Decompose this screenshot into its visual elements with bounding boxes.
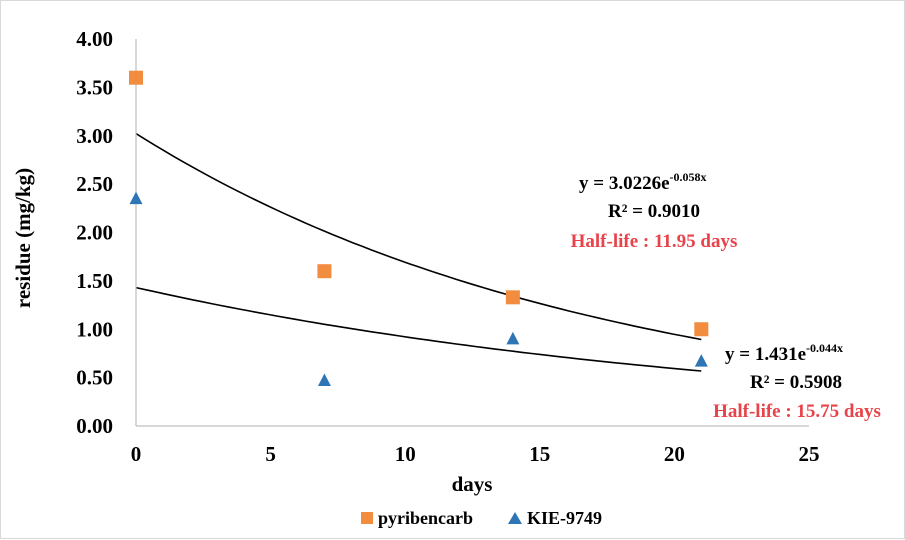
pyribencarb-point	[129, 70, 143, 85]
legend-label-kie-9749: KIE-9749	[527, 508, 602, 528]
pyribencarb-point	[317, 264, 332, 279]
svg-text:y = 1.431e-0.044x: y = 1.431e-0.044x	[725, 341, 843, 365]
kie-9749-point	[317, 373, 331, 387]
kie-9749-point	[506, 331, 520, 345]
x-tick-label: 15	[529, 442, 550, 466]
x-tick-label: 20	[664, 442, 685, 466]
svg-text:y = 3.0226e-0.058x: y = 3.0226e-0.058x	[579, 170, 707, 194]
pyribencarb-point	[505, 290, 520, 305]
kie-9749-equation-exponent: -0.044x	[806, 341, 843, 355]
y-tick-label: 2.00	[76, 221, 113, 245]
legend: pyribencarb KIE-9749	[361, 508, 602, 528]
data-points	[129, 70, 709, 387]
legend-label-pyribencarb: pyribencarb	[378, 508, 473, 528]
kie-9749-r2: R² = 0.5908	[750, 372, 842, 393]
pyribencarb-r2: R² = 0.9010	[608, 201, 700, 222]
x-axis-title: days	[452, 472, 493, 496]
legend-marker-kie-9749	[508, 512, 522, 524]
kie-9749-point	[694, 354, 708, 367]
kie-9749-annotation: y = 1.431e-0.044x R² = 0.5908 Half-life …	[713, 341, 881, 422]
y-tick-label: 2.50	[76, 172, 113, 196]
y-tick-label: 1.50	[76, 269, 113, 293]
pyribencarb-equation: y = 3.0226e	[579, 173, 670, 194]
y-tick-labels: 0.00 0.50 1.00 1.50 2.00 2.50 3.00 3.50 4.00	[76, 27, 113, 438]
x-tick-label: 25	[799, 442, 820, 466]
y-tick-label: 0.00	[76, 414, 113, 438]
x-tick-label: 0	[131, 442, 142, 466]
y-tick-label: 0.50	[76, 366, 113, 390]
pyribencarb-trendline	[135, 132, 702, 341]
trendlines	[135, 132, 702, 372]
y-axis-title: residue (mg/kg)	[11, 168, 35, 308]
pyribencarb-half-life: Half-life : 11.95 days	[571, 231, 738, 252]
pyribencarb-equation-exponent: -0.058x	[670, 170, 707, 184]
pyribencarb-annotation: y = 3.0226e-0.058x R² = 0.9010 Half-life…	[571, 170, 738, 252]
x-tick-label: 10	[395, 442, 416, 466]
x-tick-labels: 0 5 10 15 20 25	[131, 442, 820, 466]
legend-marker-pyribencarb	[361, 512, 373, 524]
y-tick-label: 4.00	[76, 27, 113, 51]
axes	[135, 39, 809, 427]
kie-9749-half-life: Half-life : 15.75 days	[713, 401, 881, 422]
pyribencarb-point	[694, 322, 709, 337]
y-tick-label: 1.00	[76, 317, 113, 341]
x-tick-label: 5	[265, 442, 276, 466]
y-tick-label: 3.00	[76, 124, 113, 148]
y-tick-label: 3.50	[76, 75, 113, 99]
kie-9749-trendline	[135, 286, 702, 372]
kie-9749-equation: y = 1.431e	[725, 344, 806, 365]
kie-9749-point	[129, 191, 143, 205]
